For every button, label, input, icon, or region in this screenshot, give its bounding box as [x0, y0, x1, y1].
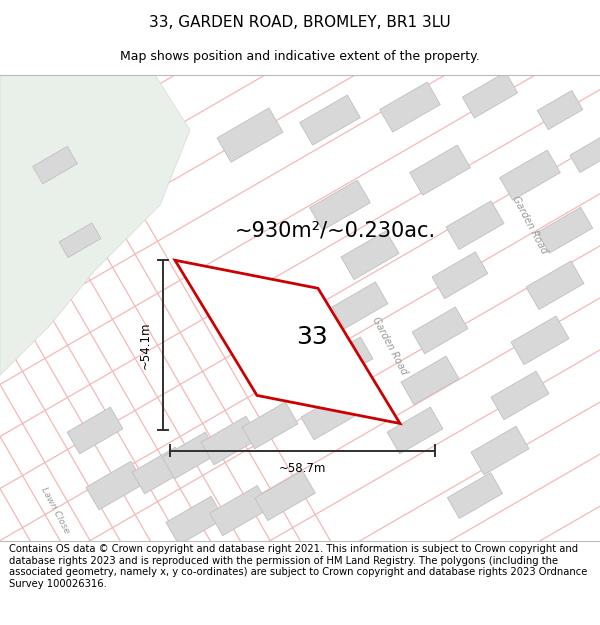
Polygon shape	[67, 407, 123, 454]
Text: Garden Road: Garden Road	[371, 315, 409, 376]
Polygon shape	[410, 145, 470, 195]
Polygon shape	[166, 496, 224, 545]
Polygon shape	[491, 371, 549, 420]
Polygon shape	[301, 391, 359, 440]
Polygon shape	[341, 231, 399, 279]
Polygon shape	[132, 447, 188, 494]
Text: ~930m²/~0.230ac.: ~930m²/~0.230ac.	[235, 220, 436, 240]
Polygon shape	[526, 261, 584, 309]
Polygon shape	[162, 432, 218, 479]
Polygon shape	[86, 461, 144, 510]
Polygon shape	[310, 180, 370, 230]
Polygon shape	[32, 146, 77, 184]
Polygon shape	[217, 108, 283, 162]
Polygon shape	[242, 402, 298, 449]
Polygon shape	[209, 486, 271, 536]
Text: ~54.1m: ~54.1m	[139, 322, 151, 369]
Text: Lawn Close: Lawn Close	[39, 486, 71, 535]
Text: Contains OS data © Crown copyright and database right 2021. This information is : Contains OS data © Crown copyright and d…	[9, 544, 587, 589]
Text: ~58.7m: ~58.7m	[279, 462, 326, 475]
Polygon shape	[537, 91, 583, 129]
Polygon shape	[401, 356, 459, 405]
Text: 33: 33	[296, 325, 328, 349]
Polygon shape	[299, 95, 361, 145]
Polygon shape	[254, 471, 316, 521]
Polygon shape	[380, 82, 440, 132]
Text: 33, GARDEN ROAD, BROMLEY, BR1 3LU: 33, GARDEN ROAD, BROMLEY, BR1 3LU	[149, 15, 451, 30]
Polygon shape	[412, 307, 468, 354]
Polygon shape	[201, 416, 259, 465]
Polygon shape	[471, 426, 529, 475]
Polygon shape	[59, 223, 101, 258]
Polygon shape	[446, 201, 504, 249]
Text: Garden Road: Garden Road	[511, 194, 550, 256]
Polygon shape	[538, 208, 593, 253]
Polygon shape	[463, 72, 518, 118]
Polygon shape	[448, 472, 503, 519]
Polygon shape	[317, 337, 373, 384]
Polygon shape	[332, 282, 388, 329]
Text: Map shows position and indicative extent of the property.: Map shows position and indicative extent…	[120, 50, 480, 62]
Polygon shape	[175, 260, 400, 424]
Polygon shape	[500, 150, 560, 200]
Polygon shape	[570, 138, 600, 172]
Polygon shape	[387, 407, 443, 454]
Polygon shape	[511, 316, 569, 364]
Polygon shape	[0, 75, 190, 376]
Polygon shape	[432, 252, 488, 299]
